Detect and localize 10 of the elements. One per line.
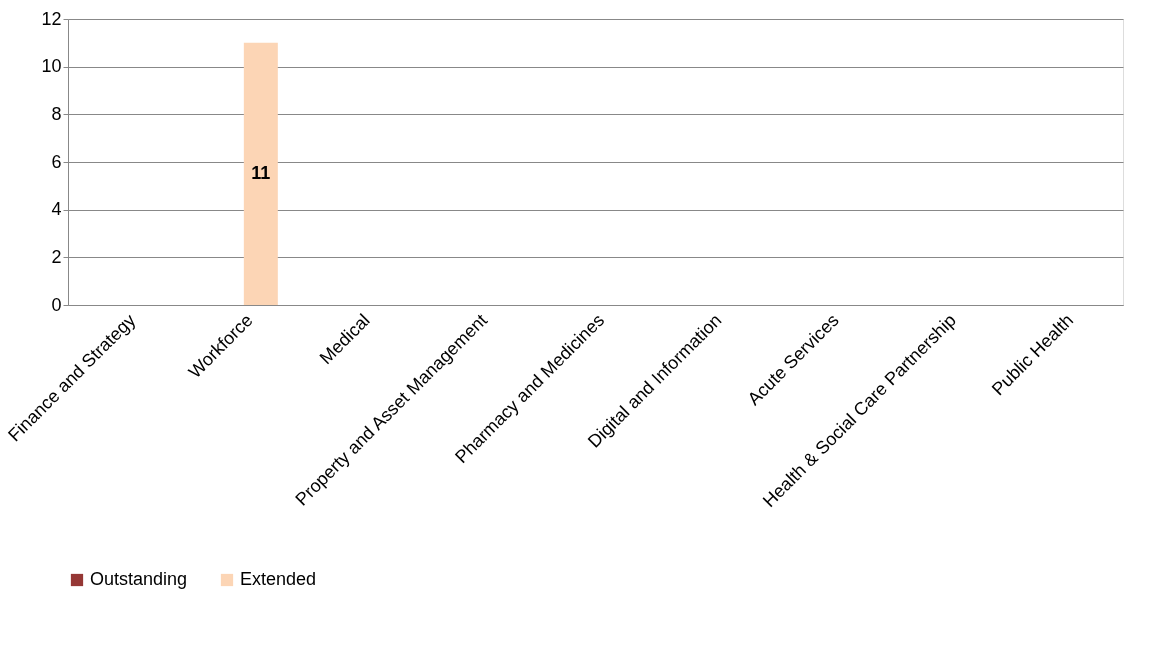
data-label: 11 <box>251 162 271 183</box>
legend-label: Outstanding <box>90 569 188 589</box>
legend-label: Extended <box>240 569 317 589</box>
y-tick-label: 0 <box>51 294 62 315</box>
y-tick-label: 2 <box>51 246 62 267</box>
y-tick-label: 8 <box>51 103 62 124</box>
y-tick-label: 12 <box>41 8 62 29</box>
y-tick-label: 4 <box>51 199 62 220</box>
y-tick-label: 6 <box>51 151 62 172</box>
y-tick-label: 10 <box>41 56 62 77</box>
